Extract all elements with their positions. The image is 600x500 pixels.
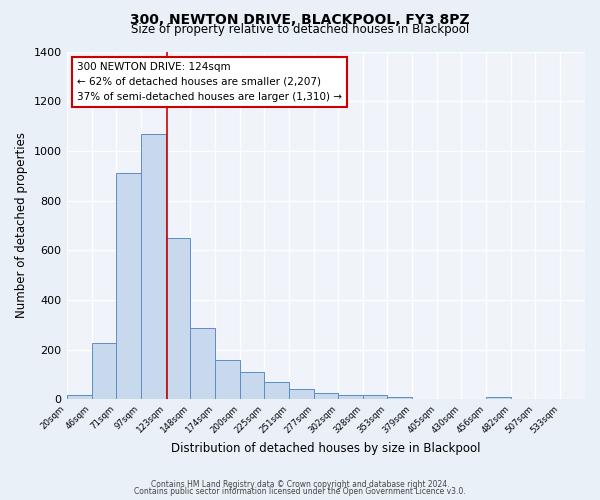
- Text: 300, NEWTON DRIVE, BLACKPOOL, FY3 8PZ: 300, NEWTON DRIVE, BLACKPOOL, FY3 8PZ: [130, 12, 470, 26]
- Bar: [486, 396, 511, 399]
- Bar: [140, 134, 166, 399]
- Bar: [387, 396, 412, 399]
- Bar: [190, 328, 215, 399]
- Text: Contains public sector information licensed under the Open Government Licence v3: Contains public sector information licen…: [134, 488, 466, 496]
- Text: Size of property relative to detached houses in Blackpool: Size of property relative to detached ho…: [131, 22, 469, 36]
- Bar: [363, 396, 387, 399]
- Bar: [338, 396, 363, 399]
- Bar: [239, 372, 264, 399]
- Bar: [92, 342, 116, 399]
- Text: Contains HM Land Registry data © Crown copyright and database right 2024.: Contains HM Land Registry data © Crown c…: [151, 480, 449, 489]
- Bar: [67, 396, 92, 399]
- Bar: [215, 360, 239, 399]
- Bar: [289, 389, 314, 399]
- Text: 300 NEWTON DRIVE: 124sqm
← 62% of detached houses are smaller (2,207)
37% of sem: 300 NEWTON DRIVE: 124sqm ← 62% of detach…: [77, 62, 342, 102]
- X-axis label: Distribution of detached houses by size in Blackpool: Distribution of detached houses by size …: [171, 442, 481, 455]
- Bar: [116, 173, 140, 399]
- Bar: [166, 238, 190, 399]
- Bar: [264, 382, 289, 399]
- Y-axis label: Number of detached properties: Number of detached properties: [15, 132, 28, 318]
- Bar: [314, 393, 338, 399]
